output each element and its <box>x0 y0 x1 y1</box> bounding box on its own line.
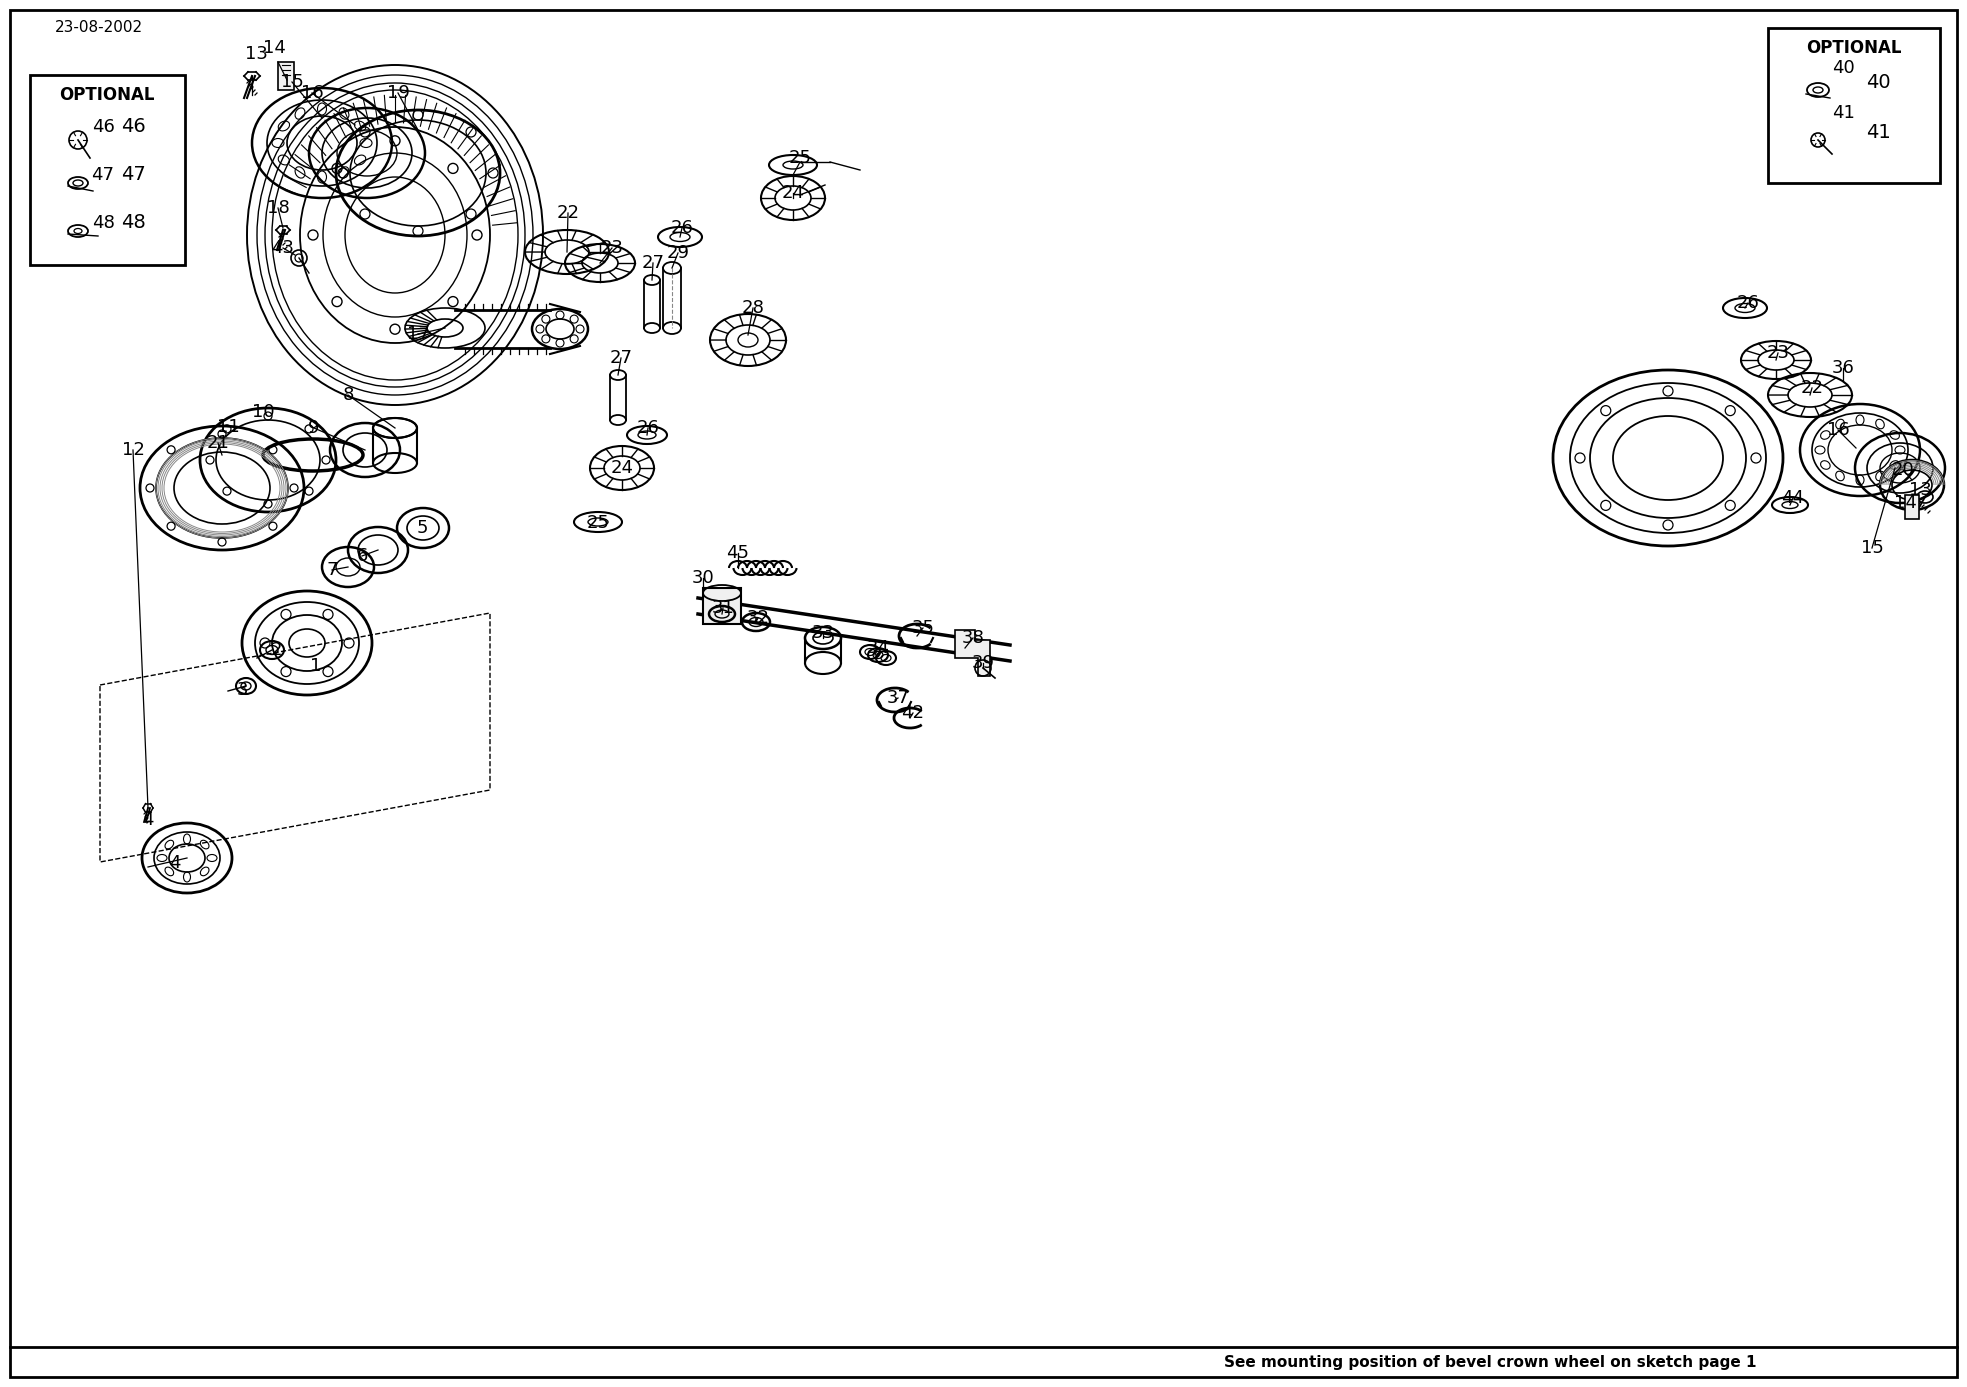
Text: 40: 40 <box>1831 60 1855 78</box>
Text: 24: 24 <box>610 459 633 477</box>
Text: 8: 8 <box>342 386 354 404</box>
Text: 18: 18 <box>268 198 289 216</box>
Text: 4: 4 <box>169 854 181 872</box>
Text: 26: 26 <box>1737 294 1758 312</box>
Text: 14: 14 <box>1894 494 1916 512</box>
Text: 28: 28 <box>742 300 765 318</box>
Bar <box>1904 495 1920 519</box>
Text: 35: 35 <box>911 619 934 637</box>
Text: 16: 16 <box>301 85 323 103</box>
Text: 32: 32 <box>747 609 769 627</box>
Text: 10: 10 <box>252 404 273 422</box>
Text: 43: 43 <box>271 239 295 257</box>
Bar <box>702 588 742 624</box>
Text: 38: 38 <box>962 628 984 646</box>
Text: 45: 45 <box>726 544 749 562</box>
Text: 25: 25 <box>586 515 610 533</box>
Text: 40: 40 <box>1865 74 1890 93</box>
Text: 12: 12 <box>122 441 144 459</box>
Text: 15: 15 <box>1861 540 1884 558</box>
Text: 48: 48 <box>92 214 114 232</box>
Text: 34: 34 <box>867 639 889 657</box>
Text: 1: 1 <box>311 657 323 675</box>
Text: OPTIONAL: OPTIONAL <box>1806 39 1902 57</box>
Text: 33: 33 <box>812 624 834 642</box>
Text: 37: 37 <box>887 689 909 707</box>
Text: 39: 39 <box>972 655 995 671</box>
Text: 46: 46 <box>92 118 114 136</box>
Text: 9: 9 <box>309 419 321 437</box>
Text: 24: 24 <box>781 184 805 203</box>
Text: 16: 16 <box>1827 422 1849 440</box>
Text: 29: 29 <box>667 244 690 262</box>
Text: 36: 36 <box>1831 359 1855 377</box>
Text: 44: 44 <box>1782 490 1804 508</box>
Text: See mounting position of bevel crown wheel on sketch page 1: See mounting position of bevel crown whe… <box>1223 1355 1757 1370</box>
Text: 22: 22 <box>557 204 580 222</box>
Text: 23: 23 <box>1766 344 1790 362</box>
Text: 25: 25 <box>789 148 812 166</box>
Text: 3: 3 <box>236 681 248 699</box>
Text: 19: 19 <box>387 85 409 103</box>
Bar <box>1768 28 1939 183</box>
Bar <box>30 75 185 265</box>
Text: 46: 46 <box>120 118 146 136</box>
Text: 23: 23 <box>600 239 624 257</box>
Text: 42: 42 <box>901 705 924 723</box>
Text: 31: 31 <box>712 599 734 617</box>
Text: 27: 27 <box>610 350 633 368</box>
Text: 27: 27 <box>641 254 665 272</box>
Text: 47: 47 <box>92 166 114 184</box>
Text: 15: 15 <box>281 74 303 92</box>
Text: 14: 14 <box>262 39 285 57</box>
Text: 7: 7 <box>327 560 338 578</box>
Text: 6: 6 <box>356 546 368 565</box>
Text: 22: 22 <box>1800 379 1823 397</box>
Text: OPTIONAL: OPTIONAL <box>59 86 155 104</box>
Polygon shape <box>956 630 989 675</box>
Text: 21: 21 <box>207 434 230 452</box>
Text: 13: 13 <box>244 44 268 62</box>
Text: 4: 4 <box>142 811 153 829</box>
Text: 48: 48 <box>120 214 146 233</box>
Text: 2: 2 <box>269 641 281 659</box>
Text: 17: 17 <box>407 325 429 343</box>
Text: 20: 20 <box>1892 460 1914 479</box>
Text: 30: 30 <box>692 569 714 587</box>
Text: 23-08-2002: 23-08-2002 <box>55 21 144 36</box>
Text: 41: 41 <box>1831 104 1855 122</box>
Text: 41: 41 <box>1865 123 1890 143</box>
Text: 26: 26 <box>637 419 659 437</box>
Text: 47: 47 <box>120 165 146 184</box>
Text: 26: 26 <box>671 219 694 237</box>
Text: 13: 13 <box>1908 481 1932 499</box>
Text: 11: 11 <box>216 417 240 436</box>
Text: 5: 5 <box>417 519 427 537</box>
Bar <box>277 62 293 90</box>
